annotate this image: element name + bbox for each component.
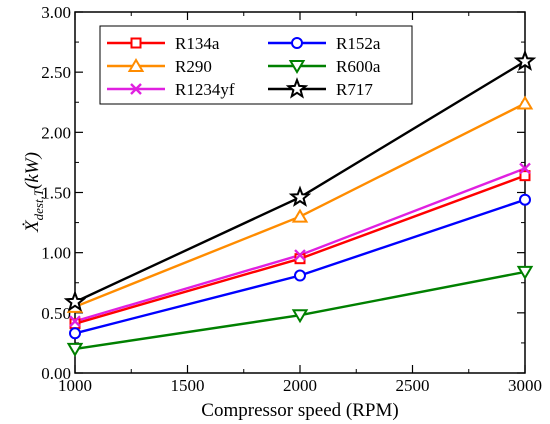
x-tick-label: 2000: [283, 376, 317, 395]
legend-marker-r600a: [288, 60, 306, 74]
legend-label-r1234yf: R1234yf: [175, 80, 235, 99]
data-point-r717: [63, 290, 87, 312]
data-point-r1234yf-stroke: [519, 162, 531, 175]
data-point-r1234yf-stroke: [294, 249, 306, 261]
data-point-r134a: [519, 170, 531, 182]
y-axis-title: Ẋdest,T(kW): [22, 152, 46, 233]
data-point-r152a: [519, 193, 531, 206]
data-point-r717: [288, 185, 312, 207]
legend-marker-r152a: [291, 37, 303, 49]
data-point-r1234yf: [294, 249, 306, 261]
legend-entry-r134a: R134a: [107, 34, 220, 53]
x-tick-label: 2500: [396, 376, 430, 395]
legend-label-r717: R717: [336, 80, 373, 99]
data-point-r290: [516, 95, 534, 110]
legend-label-r134a: R134a: [175, 34, 220, 53]
legend-entry-r717: R717: [268, 77, 373, 99]
x-axis-title: Compressor speed (RPM): [201, 400, 398, 421]
y-tick-label: 1.50: [41, 184, 71, 203]
data-point-r600a: [516, 265, 534, 280]
legend-entry-r152a: R152a: [268, 34, 381, 53]
axis-tick-labels: 1000 1500 2000 2500 3000 0.00 0.50 1.00 1.50 2.00…: [41, 3, 542, 395]
legend-marker-r717: [285, 77, 309, 99]
y-tick-label: 2.00: [41, 123, 71, 142]
legend-label-r600a: R600a: [336, 57, 381, 76]
series-markers: [63, 49, 537, 357]
legend: R134a R152a R290 R600a R1234yf R717: [99, 25, 413, 105]
y-axis-title-symbol: Ẋ: [22, 219, 43, 233]
legend-marker-r290: [127, 58, 145, 72]
y-tick-label: 2.50: [41, 63, 71, 82]
y-axis-title-subscript: dest,T: [31, 188, 46, 220]
data-point-r152a: [294, 269, 306, 282]
legend-entry-r290: R290: [107, 57, 212, 76]
legend-label-r152a: R152a: [336, 34, 381, 53]
y-tick-label: 3.00: [41, 3, 71, 22]
legend-marker-r134a: [130, 37, 142, 49]
data-point-r1234yf: [69, 315, 81, 328]
y-axis-title-unit: (kW): [22, 152, 43, 189]
svg-text:Ẋdest,T(kW): Ẋdest,T(kW): [22, 152, 46, 233]
x-tick-label: 3000: [508, 376, 542, 395]
data-point-r290: [291, 208, 309, 223]
x-tick-label: 1500: [171, 376, 205, 395]
legend-entry-r1234yf: R1234yf: [107, 80, 235, 99]
legend-entry-r600a: R600a: [268, 57, 381, 76]
y-tick-label: 0.50: [41, 304, 71, 323]
data-point-r152a: [69, 327, 81, 340]
data-point-r1234yf-stroke: [69, 315, 81, 328]
x-tick-label: 1000: [58, 376, 92, 395]
data-point-r717: [513, 49, 537, 71]
data-point-r1234yf: [519, 162, 531, 175]
legend-marker-r1234yf-stroke: [130, 83, 142, 95]
data-point-r600a: [66, 342, 84, 357]
data-point-r600a: [291, 309, 309, 324]
y-tick-label: 0.00: [41, 364, 71, 383]
y-tick-label: 1.00: [41, 244, 71, 263]
legend-marker-r1234yf: [130, 83, 142, 95]
legend-label-r290: R290: [175, 57, 212, 76]
